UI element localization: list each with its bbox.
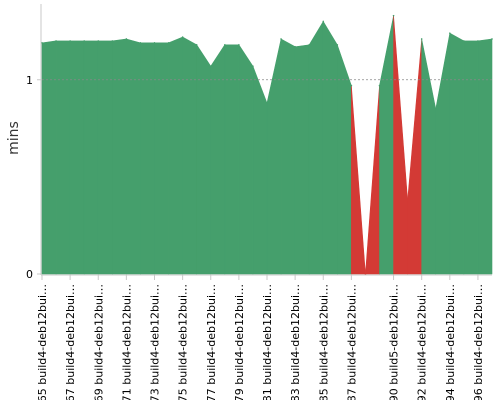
area-segment [252, 66, 268, 275]
x-tick-label: #377 build4-deb12bui… [205, 284, 218, 400]
area-segment [280, 38, 296, 275]
data-point [406, 199, 409, 201]
x-tick-label: #396 build4-deb12bui… [472, 284, 485, 400]
data-point [364, 273, 367, 275]
data-point [252, 65, 254, 67]
area-segment [41, 40, 57, 275]
area-segment [421, 38, 437, 275]
data-point [139, 42, 142, 44]
data-point [491, 38, 493, 40]
data-point [378, 84, 381, 87]
x-tick-label: #365 build4-deb12bui… [36, 284, 49, 400]
data-point [434, 108, 437, 110]
area-segment [477, 38, 493, 275]
data-point [125, 38, 128, 40]
data-point [69, 40, 71, 42]
data-point [238, 43, 240, 46]
x-tick-label: #371 build4-deb12bui… [120, 284, 133, 400]
area-segment [83, 40, 99, 275]
area-segment [463, 40, 479, 275]
data-point [55, 40, 57, 42]
data-point [322, 20, 325, 23]
plot-fills [41, 14, 493, 275]
area-segment [112, 38, 127, 275]
area-segment [294, 44, 310, 275]
data-point [111, 40, 114, 42]
area-segment [224, 44, 240, 275]
area-segment [379, 15, 394, 275]
x-tick-label: #373 build4-deb12bui… [149, 284, 162, 400]
x-tick-label: #381 build4-deb12bui… [261, 284, 274, 400]
y-axis-label: mins [6, 121, 22, 155]
area-segment [238, 43, 254, 275]
x-tick-label: #385 build4-deb12bui… [317, 284, 330, 400]
area-segment [449, 32, 465, 275]
x-tick-label: #392 build4-deb12bui… [416, 284, 429, 400]
area-segment [182, 36, 197, 275]
y-tick-labels: 01 [26, 74, 41, 281]
data-point [195, 43, 198, 46]
area-segment [154, 42, 169, 275]
data-point [153, 42, 156, 44]
x-tick-label: #375 build4-deb12bui… [177, 284, 190, 400]
x-tick-label: #390 build5-deb12bui… [388, 284, 401, 400]
area-segment [393, 15, 408, 275]
area-segment [196, 43, 212, 275]
data-point [41, 42, 43, 44]
data-point [209, 65, 212, 67]
data-point [167, 42, 170, 44]
area-segment [407, 38, 422, 275]
x-tick-label: #369 build4-deb12bui… [92, 284, 105, 400]
area-segment [322, 20, 338, 275]
area-segment [435, 33, 451, 275]
area-segment [308, 20, 324, 275]
x-tick-label: #383 build4-deb12bui… [289, 284, 302, 400]
data-point [294, 45, 296, 48]
area-segment [97, 40, 113, 275]
data-point [420, 38, 423, 40]
area-segment [266, 38, 282, 275]
data-point [83, 40, 85, 42]
data-point [224, 43, 226, 46]
x-tick-label: #379 build4-deb12bui… [233, 284, 246, 400]
y-tick-label: 0 [26, 268, 33, 281]
data-point [280, 38, 282, 40]
data-point [181, 36, 184, 38]
area-segment [365, 85, 380, 275]
x-tick-labels: #365 build4-deb12bui… #367 build4-deb12bu… [36, 275, 485, 400]
y-tick-label: 1 [26, 74, 33, 87]
data-point [449, 32, 451, 34]
area-segment [140, 42, 155, 275]
x-tick-label: #394 build4-deb12bui… [444, 284, 457, 400]
data-point [266, 102, 268, 104]
x-tick-label: #387 build4-deb12bui… [345, 284, 358, 400]
area-segment [210, 43, 226, 275]
area-segment [337, 44, 352, 275]
area-segment [168, 36, 183, 275]
data-point [336, 43, 339, 46]
area-segment [69, 40, 85, 275]
data-point [97, 40, 100, 42]
data-point [463, 40, 465, 42]
x-tick-label: #367 build4-deb12bui… [64, 284, 77, 400]
area-segment [55, 40, 71, 275]
data-point [477, 40, 479, 42]
area-segment [126, 38, 141, 275]
data-point [392, 14, 395, 17]
data-point [350, 84, 353, 87]
data-point [308, 43, 310, 46]
area-segment [351, 85, 366, 275]
